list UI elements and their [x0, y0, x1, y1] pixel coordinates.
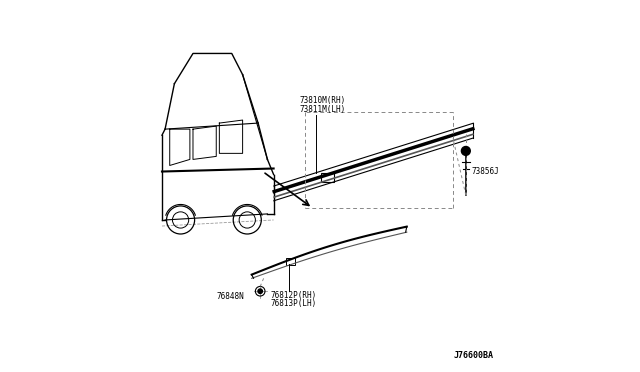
Text: 76813P(LH): 76813P(LH) [270, 299, 316, 308]
Text: 76848N: 76848N [216, 292, 244, 301]
Text: 73810M(RH): 73810M(RH) [300, 96, 346, 105]
Text: J76600BA: J76600BA [454, 350, 493, 359]
FancyBboxPatch shape [321, 173, 334, 182]
Text: 73811M(LH): 73811M(LH) [300, 105, 346, 114]
Text: 76812P(RH): 76812P(RH) [270, 291, 316, 300]
FancyBboxPatch shape [286, 258, 295, 265]
Circle shape [461, 147, 470, 155]
Circle shape [258, 289, 262, 294]
Text: 73856J: 73856J [472, 167, 499, 176]
